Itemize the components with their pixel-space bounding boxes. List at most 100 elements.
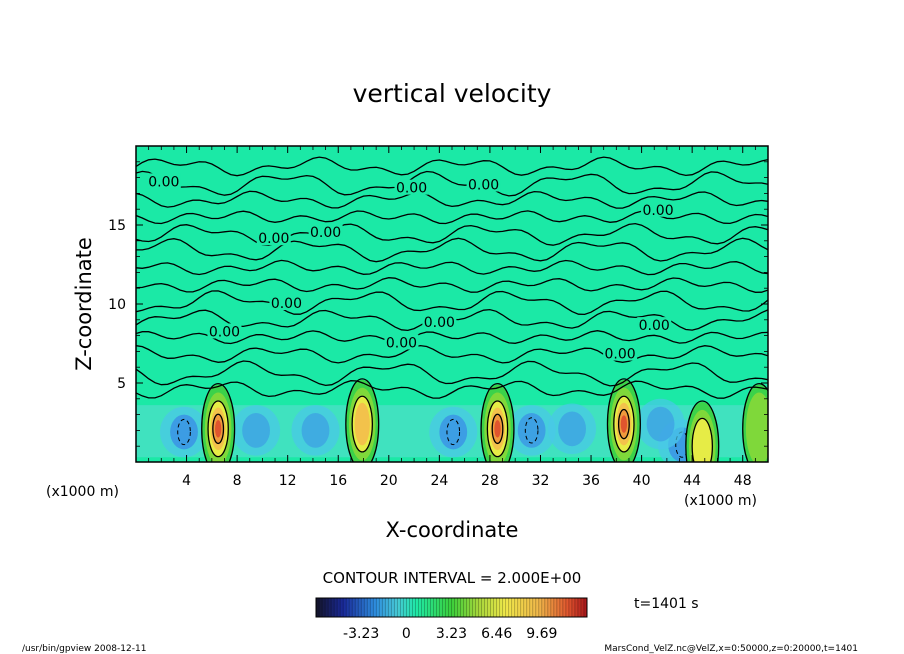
updraft-contour [685,400,720,462]
zero-contour-line [136,380,768,399]
y-tick-label: 15 [108,218,126,234]
downdraft-contour [524,417,539,444]
contour-label: 0.00 [468,178,499,194]
updraft-contour [351,395,374,453]
zero-contour-line [136,277,768,293]
x-axis-unit-right: (x1000 m) [684,493,757,509]
zero-contour-line [136,156,768,177]
colorbar-frame [315,597,588,618]
contour-label-bg [384,334,419,350]
x-tick-label: 20 [380,473,398,489]
downdraft-core-shade [301,413,330,448]
x-tick-label: 44 [683,473,701,489]
colorbar-stripes [315,598,588,617]
updraft-shade [215,420,222,438]
x-tick-label: 12 [279,473,297,489]
y-tick-label: 10 [108,297,126,313]
zero-contour-line [136,190,768,209]
updraft-contour [742,382,768,462]
updraft-contour [491,413,504,445]
contour-label: 0.00 [310,225,341,241]
chart-title: vertical velocity [353,79,552,108]
x-tick-label: 24 [430,473,448,489]
zero-contour-line [136,360,768,387]
contour-label: 0.00 [605,347,636,363]
y-tick-label: 5 [117,376,126,392]
contour-label: 0.00 [148,174,179,190]
velocity-shading [136,379,768,462]
contour-label-bg [466,176,501,192]
contour-label: 0.00 [642,203,673,219]
contour-label: 0.00 [209,324,240,340]
x-tick-label: 48 [734,473,752,489]
updraft-shade [745,392,768,462]
x-tick-label: 28 [481,473,499,489]
contour-label: 0.00 [396,181,427,197]
zero-contour-line [136,170,768,197]
contour-interval-text: CONTOUR INTERVAL = 2.000E+00 [323,569,582,587]
contour-label-bg [603,345,638,361]
zero-contour-line [136,290,768,316]
zero-contour-line [136,330,768,345]
updraft-shade [620,415,628,433]
x-tick-label: 8 [233,473,242,489]
zero-contour-line [136,222,768,247]
contour-label-bg [308,223,343,239]
x-tick-label: 4 [182,473,191,489]
updraft-shade [354,402,370,446]
contour-label-bg [422,313,457,329]
downdraft-core-shade [439,414,468,450]
updraft-contour [201,382,236,462]
contour-label-bg [146,173,181,189]
x-axis-label: X-coordinate [386,518,519,542]
colorbar-tick-label: 0 [402,626,411,642]
contour-label-bg [256,230,291,246]
contour-labels: 0.00 0.00 0.000.000.00 0.000.000.000.00 0.00… [146,173,676,363]
downdraft-contour [177,418,191,446]
contour-label-bg [394,179,429,195]
updraft-contour [606,378,641,462]
colorbar-tick-label: 3.23 [436,626,467,642]
y-axis-ticks: 5 10 15 [108,161,768,447]
zero-contour-line [136,344,768,364]
zero-contour-line [136,210,768,225]
downdraft-core-shade [517,413,546,448]
updraft-contour [613,395,635,453]
updraft-contour [617,408,630,440]
x-tick-label: 36 [582,473,600,489]
updraft-contour [207,400,229,458]
contour-label: 0.00 [386,336,417,352]
updraft-shade [692,417,713,462]
x-tick-label: 32 [532,473,550,489]
contour-label: 0.00 [271,296,302,312]
colorbar-tick-labels: -3.23 0 3.23 6.46 9.69 [343,626,557,642]
zero-contour-line [136,237,768,263]
contour-label: 0.00 [424,315,455,331]
footer-right: MarsCond_VelZ.nc@VelZ,x=0:50000,z=0:2000… [604,644,858,654]
downdraft-core-shade [242,413,270,448]
updraft-contour [480,382,515,462]
updraft-contour [691,417,714,462]
updraft-shade [494,420,501,438]
downdraft-core-shade [558,411,586,447]
colorbar-tick-label: 6.46 [481,626,512,642]
contour-label-bg [641,201,676,217]
contour-label-bg [637,317,672,333]
plot-area: 0.00 0.00 0.000.000.00 0.000.000.000.00 0.00… [135,145,769,463]
downdraft-contour [446,418,461,446]
downdraft-core-shade [170,414,198,450]
contour-label-bg [269,295,304,310]
contour-label: 0.00 [639,318,670,334]
colorbar-tick-label: -3.23 [343,626,379,642]
updraft-contour [345,378,380,462]
x-axis-unit-left: (x1000 m) [46,484,119,500]
y-axis-label: Z-coordinate [72,237,96,371]
colorbar-gradient [316,598,587,617]
colorbar-tick-label: 9.69 [526,626,557,642]
downdraft-core-shade [646,406,675,442]
x-tick-label: 40 [633,473,651,489]
contour-label: 0.00 [258,231,289,247]
zero-contour-line [136,259,768,276]
colorbar: -3.23 0 3.23 6.46 9.69 [315,597,588,642]
